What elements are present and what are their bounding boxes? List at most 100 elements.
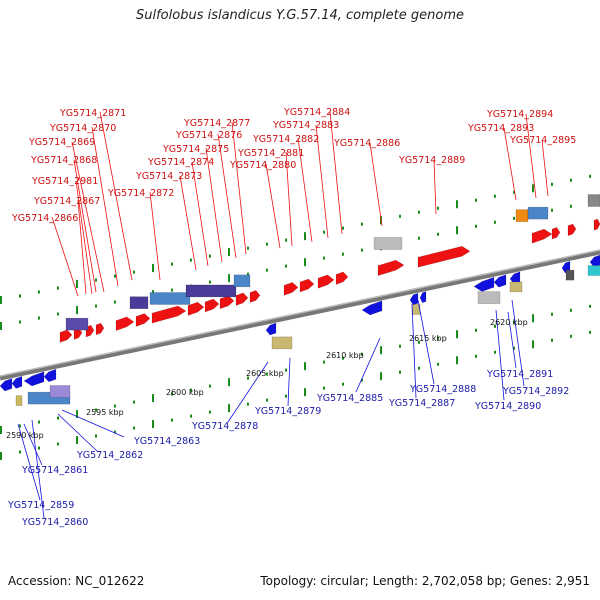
gene-arrow[interactable]	[235, 292, 249, 306]
gene-label[interactable]: YG5714_2877	[183, 118, 250, 129]
track-tick	[323, 256, 325, 260]
gene-label[interactable]: YG5714_2880	[229, 160, 296, 171]
gene-arrow[interactable]	[187, 301, 205, 316]
gene-block[interactable]	[527, 206, 549, 220]
track-tick	[152, 394, 154, 403]
gene-label[interactable]: YG5714_2879	[254, 406, 321, 417]
scale-labels: 2590 kbp 2595 kbp 2600 kbp 2605 kbp 2610…	[6, 318, 528, 440]
gene-block[interactable]	[149, 292, 191, 305]
gene-label[interactable]: YG5714_2883	[272, 120, 339, 131]
gene-block[interactable]	[565, 269, 575, 281]
leader-line	[315, 124, 329, 239]
gene-arrow[interactable]	[11, 376, 23, 389]
gene-arrow[interactable]	[23, 371, 45, 387]
gene-arrow[interactable]	[43, 368, 57, 383]
gene-label[interactable]: YG5714_2881	[237, 148, 304, 159]
gene-block[interactable]	[185, 284, 237, 298]
gene-arrow[interactable]	[419, 291, 427, 304]
gene-block[interactable]	[15, 395, 23, 406]
track-tick	[76, 280, 78, 289]
gene-label[interactable]: YG5714_2869	[28, 137, 95, 148]
gene-arrow[interactable]	[409, 292, 419, 306]
gene-label[interactable]: YG5714_2888	[409, 384, 476, 395]
gene-arrow[interactable]	[473, 276, 495, 292]
gene-label[interactable]: YG5714_2889	[398, 155, 465, 166]
gene-label[interactable]: YG5714_2861	[21, 465, 88, 476]
leader-line	[149, 191, 161, 281]
gene-label[interactable]: YG5714_2893	[467, 123, 534, 134]
gene-label[interactable]: YG5714_2882	[252, 134, 319, 145]
gene-label[interactable]: YG5714_2981	[31, 176, 98, 187]
gene-label[interactable]: YG5714_2885	[316, 393, 383, 404]
gene-arrow[interactable]	[335, 271, 349, 285]
gene-arrow[interactable]	[417, 246, 471, 268]
gene-label[interactable]: YG5714_2862	[76, 450, 143, 461]
track-tick	[551, 182, 553, 186]
gene-label[interactable]: YG5714_2866	[11, 213, 78, 224]
gene-arrow[interactable]	[95, 322, 105, 336]
gene-label[interactable]: YG5714_2868	[30, 155, 97, 166]
gene-arrow[interactable]	[509, 271, 521, 285]
gene-arrow[interactable]	[561, 260, 571, 274]
track-tick	[342, 252, 344, 256]
gene-block[interactable]	[373, 237, 403, 250]
gene-label[interactable]: YG5714_2867	[33, 196, 100, 207]
gene-label[interactable]: YG5714_2874	[147, 157, 214, 168]
gene-block[interactable]	[233, 274, 251, 288]
gene-block[interactable]	[587, 194, 600, 207]
gene-label[interactable]: YG5714_2872	[107, 188, 174, 199]
track-tick	[38, 446, 40, 450]
gene-label[interactable]: YG5714_2863	[133, 436, 200, 447]
gene-label[interactable]: YG5714_2871	[59, 108, 126, 119]
gene-arrow[interactable]	[0, 378, 13, 392]
gene-arrow[interactable]	[204, 298, 220, 313]
gene-arrow[interactable]	[59, 329, 73, 343]
track-tick	[95, 434, 97, 438]
gene-arrow[interactable]	[135, 313, 151, 327]
gene-arrow[interactable]	[361, 300, 383, 316]
track-tick	[285, 368, 287, 372]
gene-arrow[interactable]	[283, 282, 299, 296]
gene-label[interactable]: YG5714_2875	[162, 144, 229, 155]
gene-label[interactable]: YG5714_2859	[7, 500, 74, 511]
leader-line	[51, 216, 79, 297]
track-tick	[0, 426, 2, 434]
gene-label[interactable]: YG5714_2860	[21, 517, 88, 528]
gene-arrow[interactable]	[377, 259, 405, 276]
gene-label[interactable]: YG5714_2876	[175, 130, 242, 141]
track-tick	[361, 378, 363, 382]
gene-arrow[interactable]	[531, 228, 553, 244]
gene-arrow[interactable]	[249, 290, 261, 303]
gene-block[interactable]	[129, 296, 149, 309]
gene-arrow[interactable]	[551, 227, 561, 240]
gene-arrow[interactable]	[567, 223, 577, 237]
gene-arrow[interactable]	[115, 316, 135, 331]
gene-arrow[interactable]	[589, 254, 600, 268]
gene-label[interactable]: YG5714_2890	[474, 401, 541, 412]
gene-block[interactable]	[49, 385, 71, 398]
gene-label[interactable]: YG5714_2887	[388, 398, 455, 409]
gene-block[interactable]	[65, 317, 89, 331]
gene-block[interactable]	[515, 209, 529, 222]
gene-arrow[interactable]	[317, 274, 335, 289]
gene-label[interactable]: YG5714_2884	[283, 107, 350, 118]
gene-label[interactable]: YG5714_2870	[49, 123, 116, 134]
gene-label[interactable]: YG5714_2891	[486, 369, 553, 380]
gene-arrow[interactable]	[493, 274, 507, 288]
gene-block[interactable]	[271, 336, 293, 350]
gene-arrow[interactable]	[593, 218, 600, 231]
gene-label[interactable]: YG5714_2873	[135, 171, 202, 182]
gene-arrow[interactable]	[299, 278, 315, 293]
gene-block[interactable]	[509, 281, 523, 293]
gene-block[interactable]	[587, 265, 600, 276]
gene-arrow[interactable]	[219, 295, 235, 310]
gene-arrow[interactable]	[265, 322, 277, 336]
gene-arrow[interactable]	[151, 305, 187, 324]
track-tick	[437, 206, 439, 210]
gene-label[interactable]: YG5714_2886	[333, 138, 400, 149]
gene-label[interactable]: YG5714_2892	[502, 386, 569, 397]
gene-label[interactable]: YG5714_2894	[486, 109, 553, 120]
gene-block[interactable]	[477, 291, 501, 304]
gene-label[interactable]: YG5714_2895	[509, 135, 576, 146]
gene-label[interactable]: YG5714_2878	[191, 421, 258, 432]
